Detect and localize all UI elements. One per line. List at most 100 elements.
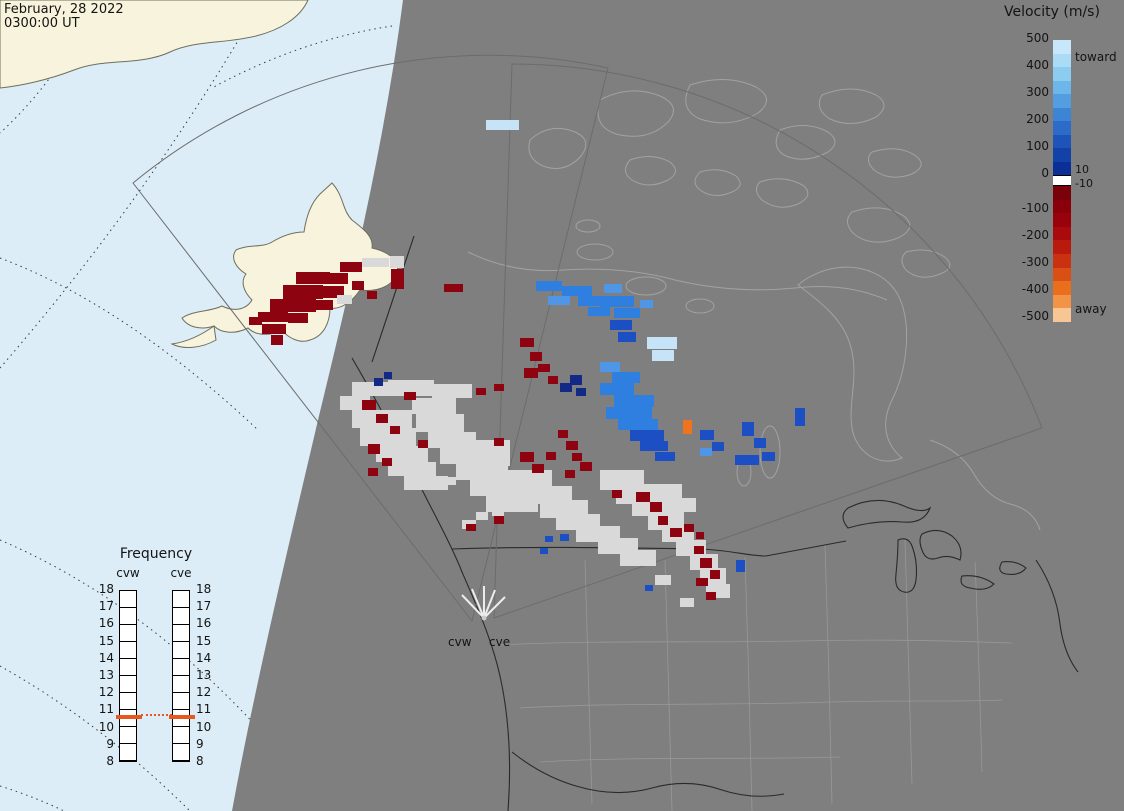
scatter-cell-dr [546,452,556,460]
radar-site-cve-label: cve [489,635,511,649]
scatter-cell-gs [404,476,448,490]
frequency-tick-label: 14 [98,650,114,665]
scatter-cell-dr [700,558,712,568]
lake-huron [919,529,962,561]
scatter-cell-dr [696,532,704,539]
scatter-cell-nb [576,388,586,396]
scatter-cells-layer [249,120,805,607]
scatter-cell-gs [388,462,436,476]
colorbar-toward-half [1053,40,1071,175]
scatter-cell-db [645,585,653,591]
scatter-cell-dr [580,462,592,471]
scatter-cell-bb [606,407,652,419]
frequency-bar-cell [120,642,136,659]
scatter-cell-dr [391,269,404,289]
scatter-cell-dr [494,384,504,391]
scatter-cell-dr [315,300,333,310]
frequency-tick-label: 9 [196,736,204,751]
scatter-cell-gs [337,295,352,304]
frequency-bar-cell [173,591,189,608]
scatter-cell-dr [520,338,534,347]
frequency-tick-label: 8 [106,754,114,768]
fov-cve [493,63,1043,619]
scatter-cell-gs [428,432,476,448]
colorbar-segment [1053,294,1071,309]
frequency-tick-label: 9 [106,736,114,751]
scatter-cell-nb [570,375,582,385]
away-label: away [1075,302,1107,316]
scatter-cell-gs [652,484,682,498]
colorbar-segment [1053,53,1071,67]
frequency-col-cve-label: cve [170,566,192,580]
scatter-cell-mb [700,448,712,456]
us-canada-border [451,540,847,557]
velocity-tick-label: -500 [1021,309,1049,323]
frequency-bar-cell [173,659,189,676]
scatter-cell-gs [540,500,588,518]
frequency-marker-connector [141,714,172,716]
scatter-cell-dr [367,291,377,299]
scatter-cell-dr [710,570,720,579]
scatter-cell-dr [444,284,463,292]
scatter-cell-dr [466,524,476,531]
scatter-cell-dr [288,313,308,323]
colorbar-away-half [1053,186,1071,322]
scatter-cell-dr [636,492,650,502]
lake-erie [960,575,995,590]
scatter-cell-db [742,422,754,436]
frequency-tick-label: 17 [98,599,114,614]
frequency-bar-cell [173,710,189,727]
scatter-cell-db [754,438,766,448]
frequency-bar-cell [173,642,189,659]
scatter-cell-gs [416,414,464,432]
scatter-cell-gs [360,428,416,446]
scatter-cell-gs [432,384,472,398]
scatter-cell-dr [684,524,694,532]
threshold-neg10-label: -10 [1075,177,1093,190]
scatter-cell-dr [362,400,376,410]
scatter-cell-gs [620,550,656,566]
velocity-tick-label: 100 [1026,139,1049,153]
scatter-cell-dr [696,578,708,586]
frequency-tick-label: 12 [196,685,212,700]
south-border [511,751,785,797]
scatter-cell-dr [258,312,288,322]
colorbar-segment [1053,186,1071,200]
frequency-tick-label: 17 [196,599,212,614]
frequency-tick-label: 8 [196,754,204,768]
scatter-cell-gs [668,498,696,512]
scatter-cell-pb [652,350,674,361]
frequency-bar-cell [173,625,189,642]
frequency-bar-cell [173,608,189,625]
scatter-cell-nb [560,383,572,392]
frequency-tick-label: 15 [98,633,114,648]
frequency-bar-cve [169,590,195,762]
colorbar-segment [1053,107,1071,121]
frequency-legend-title: Frequency [119,546,193,562]
scatter-cell-db [545,536,553,542]
frequency-bar-cell [120,625,136,642]
colorbar-segment [1053,94,1071,108]
threshold-10-label: 10 [1075,163,1089,176]
scatter-cell-dr [612,490,622,498]
scatter-cell-pb [486,120,519,130]
scatter-cell-gs [492,508,504,516]
scatter-cell-bb [618,419,658,430]
scatter-cell-dr [566,441,578,450]
frequency-tick-label: 13 [196,668,212,682]
scatter-cell-dr [494,438,504,446]
scatter-cell-db [735,455,759,465]
lake-ontario [999,561,1027,575]
scatter-cell-db [540,548,548,554]
scatter-cell-dr [548,376,558,384]
lake-superior [842,499,932,529]
scatter-cell-dr [368,468,378,476]
alaska-peninsula [170,325,217,348]
scatter-cell-dr [524,368,538,378]
scatter-cell-bb [536,281,562,291]
colorbar-segment [1053,240,1071,254]
radar-fov-outlines [132,54,1043,623]
scatter-cell-dr [330,273,348,284]
scatter-cell-gs [680,598,694,607]
